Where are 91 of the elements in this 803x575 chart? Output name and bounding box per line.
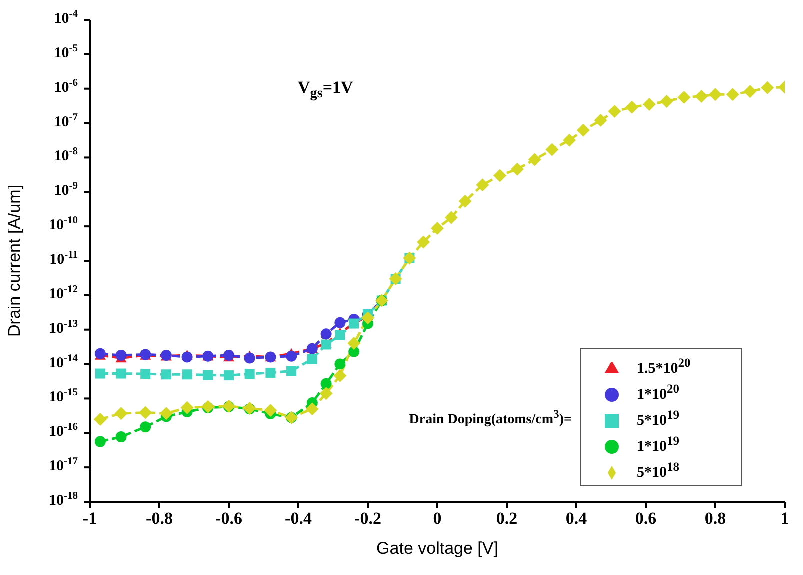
point: [139, 406, 152, 420]
y-tick-label: 10$^{-11}$: [50, 250, 78, 268]
y-tick-label: 10$^{-9}$: [54, 181, 78, 200]
point: [417, 236, 430, 249]
x-tick-label: 0.4: [566, 509, 588, 528]
legend-label: 1.5*10$^{20}$: [637, 356, 691, 377]
x-tick-label: 0: [433, 509, 442, 528]
point: [660, 94, 674, 108]
point: [114, 407, 128, 420]
y-tick-label: 10$^{-14}$: [49, 353, 79, 372]
point: [695, 90, 708, 103]
point: [494, 169, 507, 182]
y-tick-label: 10$^{-17}$: [49, 456, 78, 476]
point: [320, 378, 332, 390]
y-tick-label: 10$^{-6}$: [54, 78, 78, 96]
point: [335, 330, 346, 340]
point: [608, 104, 622, 118]
point: [94, 436, 106, 448]
y-tick-label: 10$^{-5}$: [54, 43, 78, 62]
point: [576, 124, 590, 137]
x-tick-label: -0.2: [354, 509, 382, 528]
point: [362, 312, 374, 325]
x-tick-label: -0.6: [216, 509, 242, 528]
legend-label: 1*10$^{20}$: [637, 382, 680, 403]
y-tick-label: 10$^{-4}$: [54, 8, 79, 28]
point: [182, 352, 193, 363]
y-tick-label: 10$^{-8}$: [54, 146, 78, 166]
x-tick-label: 0.6: [635, 509, 657, 528]
point: [709, 88, 722, 102]
point: [203, 370, 214, 380]
point: [744, 85, 757, 98]
point: [244, 352, 256, 364]
legend-title: Drain Doping(atoms/cm$^{3}$)=: [409, 408, 572, 429]
y-axis-title: Drain current [A/um]: [5, 184, 24, 338]
point: [510, 162, 524, 176]
point: [94, 412, 107, 426]
point: [320, 328, 332, 340]
point: [116, 432, 127, 443]
point: [264, 404, 278, 418]
point: [476, 178, 490, 192]
point: [458, 194, 472, 208]
point: [320, 387, 333, 400]
x-tick-label: -0.8: [146, 509, 173, 528]
point: [180, 401, 194, 414]
point: [182, 370, 192, 380]
x-tick-label: -0.4: [285, 509, 312, 528]
point: [761, 81, 774, 94]
point: [678, 91, 691, 104]
point: [334, 317, 346, 328]
point: [244, 369, 255, 380]
x-axis-title: Gate voltage [V]: [376, 539, 498, 558]
legend-label: 5*10$^{18}$: [637, 460, 680, 481]
point: [334, 369, 347, 382]
x-tick-label: 0.8: [704, 509, 726, 528]
point: [140, 422, 152, 433]
point: [444, 211, 458, 224]
y-tick-label: 10$^{-18}$: [49, 490, 78, 510]
point: [348, 337, 361, 350]
point: [160, 407, 173, 420]
y-tick-label: 10$^{-7}$: [54, 112, 78, 131]
point: [594, 114, 608, 128]
x-tick-label: -1: [82, 509, 98, 528]
point: [307, 354, 318, 364]
point: [224, 370, 234, 381]
point: [528, 153, 542, 166]
point: [642, 98, 656, 112]
legend-label: 5*10$^{19}$: [637, 408, 680, 429]
annotation: V$_{gs}$=1V: [298, 78, 354, 102]
x-tick-label: 0.2: [496, 509, 518, 528]
y-tick-label: 10$^{-15}$: [49, 388, 78, 406]
y-tick-label: 10$^{-12}$: [49, 284, 78, 303]
point: [431, 222, 444, 235]
legend-label: 1*10$^{19}$: [637, 434, 680, 455]
point: [563, 134, 576, 147]
y-tick-label: 10$^{-10}$: [49, 215, 78, 234]
point: [306, 402, 319, 416]
point: [286, 366, 297, 376]
point: [161, 370, 172, 380]
point: [266, 368, 276, 378]
point: [726, 88, 740, 102]
y-tick-label: 10$^{-13}$: [49, 318, 78, 338]
point: [286, 350, 298, 362]
point: [116, 350, 127, 361]
point: [334, 358, 346, 370]
point: [140, 369, 151, 380]
point: [116, 368, 126, 379]
point: [546, 143, 559, 156]
point: [626, 100, 639, 114]
point: [95, 368, 106, 379]
y-tick-label: 10$^{-16}$: [49, 422, 78, 441]
x-tick-label: 1: [780, 509, 790, 528]
